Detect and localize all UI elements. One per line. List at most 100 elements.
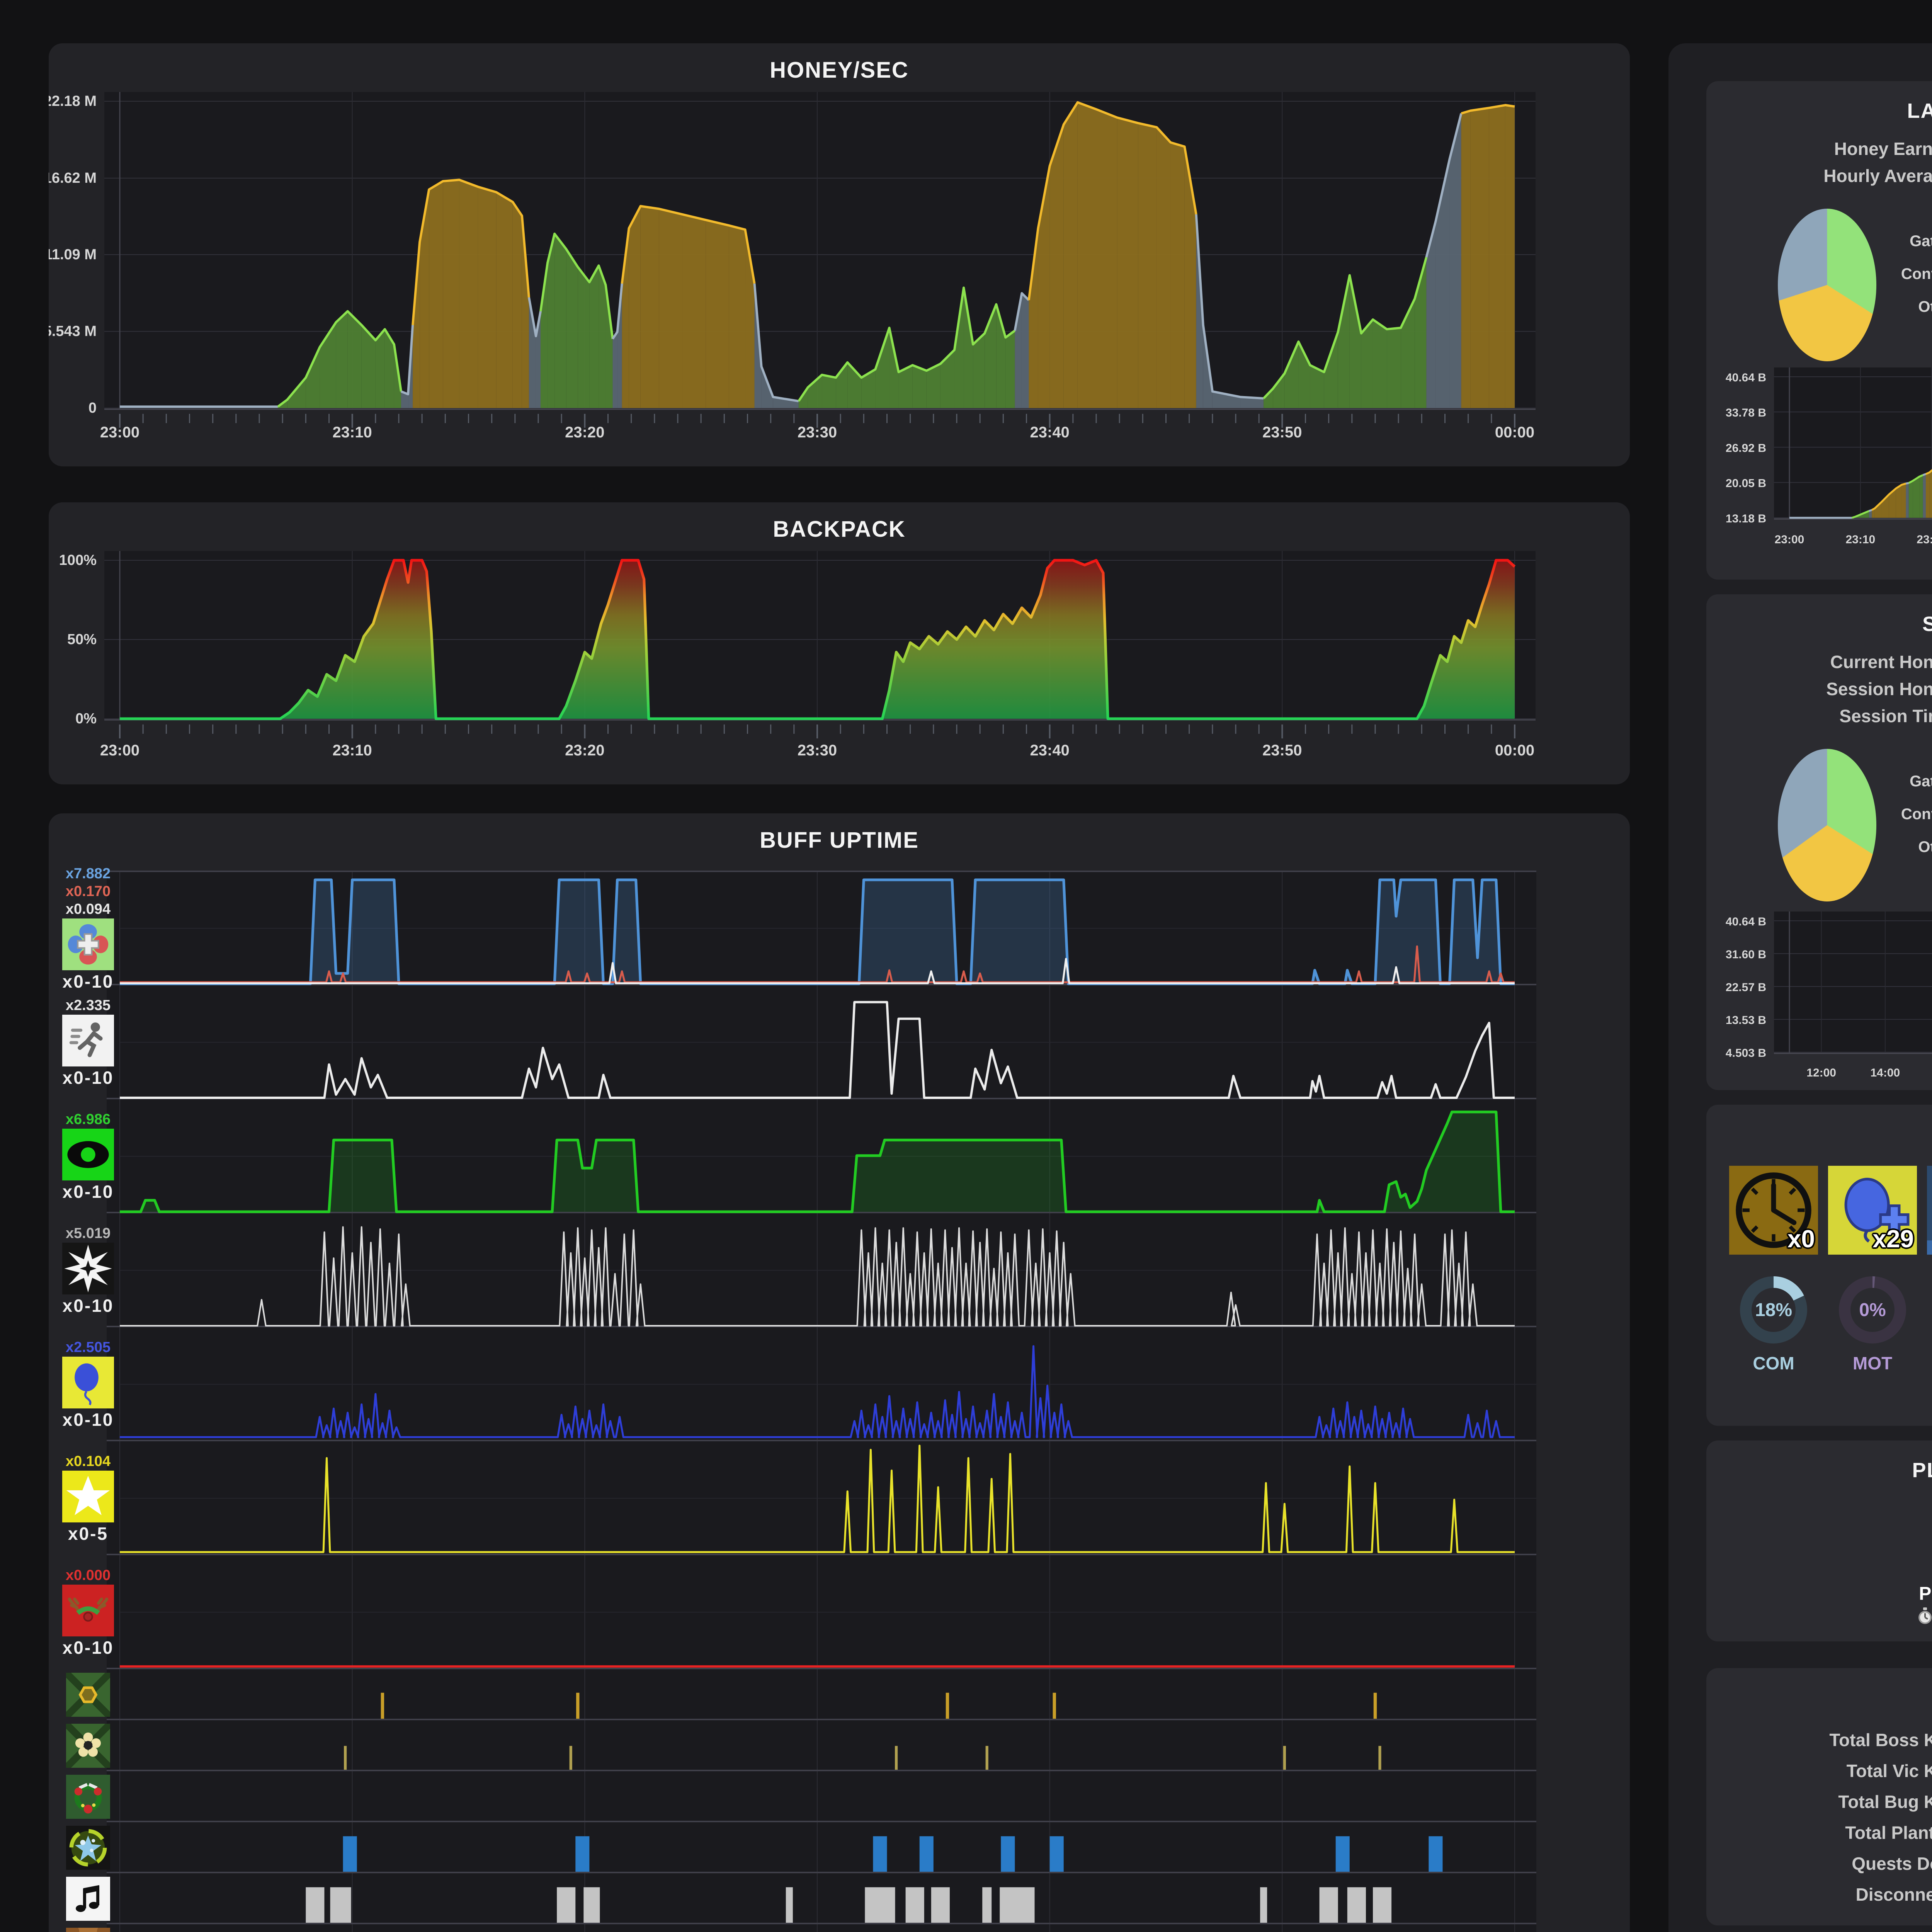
stat-label: Current Honey [1830,652,1932,672]
buff-row-wreath [55,1771,121,1822]
buff-multiplier-label: x0.094 [65,901,111,917]
bear-icon [66,1928,110,1932]
last-hour-legend: Gather00:20:3834%Convert00:21:1136%Other… [1882,225,1932,323]
planter-name: Pine Tree [1919,1583,1932,1604]
buff-multiplier-label: x2.335 [65,997,111,1014]
svg-text:00:00: 00:00 [1495,742,1534,759]
right-sidebar: LAST HOUR Honey Earned27.46 B▲Hourly Ave… [1668,43,1932,1932]
svg-text:40.64 B: 40.64 B [1726,915,1766,928]
session-title: SESSION [1922,612,1932,636]
balloon-icon [62,1356,114,1408]
svg-text:23:20: 23:20 [1917,533,1932,546]
stats-label: Total Bug Kills [1838,1792,1932,1812]
svg-text:22.57 B: 22.57 B [1726,981,1766,994]
svg-text:31.60 B: 31.60 B [1726,948,1766,961]
reindeer-icon [62,1584,114,1636]
session-legend: Gather00:30:2834%Convert00:27:2331% Other… [1882,765,1932,864]
buff-row-melody [55,1873,121,1924]
stat-row: Session Time01:29:30 [1722,702,1932,730]
svg-text:23:10: 23:10 [333,742,372,759]
stats-row: Total Vic Kills0 [1722,1755,1932,1786]
svg-text:5.543 M: 5.543 M [49,323,97,340]
boosts-icon [62,918,114,970]
svg-text:4.503 B: 4.503 B [1726,1047,1766,1060]
svg-text:50%: 50% [67,631,97,648]
buff-row-popstar: x5.019 x0-10 [55,1213,121,1327]
focus-icon [62,1128,114,1180]
svg-text:0: 0 [88,400,97,416]
gauge-percent: 18% [1755,1299,1793,1320]
buffs-card: BUFFS x0x29x1.53x0x1 18%COM0%MOT0%SAT0%R… [1706,1105,1932,1426]
last-hour-card: LAST HOUR Honey Earned27.46 B▲Hourly Ave… [1706,81,1932,580]
stats-row: Total Planters1▲1 [1722,1817,1932,1848]
planters-title: PLANTERS [1912,1459,1932,1482]
buff-row-focus: x6.986 x0-10 [55,1099,121,1213]
bubbles-icon [1927,1166,1932,1255]
buff-range-label: x0-10 [62,1181,114,1202]
com-gauge: 18% COM [1737,1273,1810,1374]
buff-row-bear [55,1924,121,1932]
stats-label: Total Vic Kills [1846,1761,1932,1781]
svg-text:23:20: 23:20 [565,742,604,759]
stat-label: Session Honey [1826,679,1932,699]
svg-text:23:10: 23:10 [1845,533,1875,546]
svg-text:26.92 B: 26.92 B [1726,442,1766,454]
svg-text:100%: 100% [59,552,97,568]
stats-label: Quests Done [1852,1854,1932,1874]
popstar-icon [62,1242,114,1294]
legend-row-convert: Convert00:21:1136% [1882,258,1932,291]
stat-row: Hourly Average24.21 B(+38%) [1722,162,1932,189]
stats-row: Total Bug Kills13▲11 [1722,1786,1932,1817]
clock-buff-tile: x0 [1729,1166,1818,1255]
buff-multiplier-label: x0.170 [65,883,111,900]
svg-text:40.64 B: 40.64 B [1726,371,1766,384]
svg-text:20.05 B: 20.05 B [1726,477,1766,490]
svg-text:13.18 B: 13.18 B [1726,512,1766,525]
buff-row-flowerfield [55,1720,121,1771]
stat-label: Hourly Average [1823,166,1932,186]
stat-label: Session Time [1839,706,1932,726]
stats-rows: Total Boss Kills0Total Vic Kills0Total B… [1722,1725,1932,1910]
buff-row-starcircle [55,1822,121,1873]
last-hour-title: LAST HOUR [1907,99,1932,122]
buff-tiles: x0x29x1.53x0x1 [1706,1166,1932,1255]
session-mini-chart: 4.503 B 13.53 B 22.57 B 31.60 B 40.64 B 12:00… [1706,594,1932,1090]
svg-text:23:30: 23:30 [798,742,837,759]
buff-multiplier-label: x2.505 [65,1339,111,1355]
buff-multiplier: x29 [1872,1225,1914,1253]
legend-name: Convert [1901,806,1932,823]
stat-row: Current Honey40.64 B [1722,648,1932,675]
backpack-title: BACKPACK [773,517,906,542]
flowerfield-icon [66,1724,110,1768]
buff-row-boosts: x7.882 x0.170 x0.094 x0-10 [55,866,121,992]
balloonplus-icon [1828,1166,1917,1255]
buff-multiplier: x0 [1787,1225,1815,1253]
buff-row-hexfield [55,1669,121,1720]
svg-text:14:00: 14:00 [1870,1066,1900,1079]
stat-row: Session Honey36.11 B [1722,675,1932,702]
backpack-chart: 0% 50% 100% 23:00 23:10 23:20 23:30 23:40 23:50 0… [49,502,1630,784]
stats-row: Disconnects0 [1722,1879,1932,1910]
haste-icon [62,1014,114,1066]
planter-timer-row: 1h 20m 27s [1706,1607,1932,1628]
svg-text:13.53 B: 13.53 B [1726,1014,1766,1027]
svg-text:0%: 0% [75,711,97,727]
planter-name-row: Pine Tree ☾ [1706,1582,1932,1604]
legend-name: Other [1918,838,1932,855]
wreath-icon [66,1775,110,1819]
buff-uptime-title: BUFF UPTIME [760,828,919,853]
buff-row-star: x0.104 x0-5 [55,1441,121,1555]
last-hour-pie-chart [1778,209,1876,361]
stopwatch-icon [1918,1607,1932,1628]
svg-text:11.09 M: 11.09 M [49,247,97,263]
legend-row-gather: Gather00:30:2834% [1882,765,1932,798]
legend-row-convert: Convert00:27:2331% [1882,798,1932,831]
starcircle-icon [66,1826,110,1870]
stats-title: STATS [1706,1686,1932,1710]
clock-icon [1729,1166,1818,1255]
gauge-percent: 0% [1859,1299,1886,1320]
stat-row: Honey Earned27.46 B▲ [1722,135,1932,162]
